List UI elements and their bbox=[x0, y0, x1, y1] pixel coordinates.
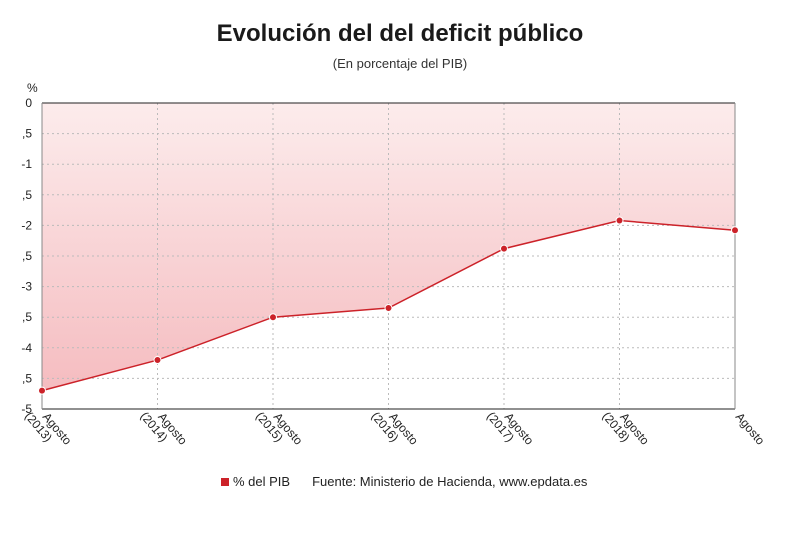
y-tick-label: ,5 bbox=[22, 127, 32, 141]
x-tick-label: Agosto bbox=[733, 410, 768, 448]
y-tick-label: ,5 bbox=[22, 249, 32, 263]
data-point bbox=[384, 304, 393, 313]
area-fill bbox=[42, 103, 735, 391]
y-tick-label: ,5 bbox=[22, 188, 32, 202]
data-point bbox=[731, 226, 739, 235]
data-point bbox=[500, 244, 508, 253]
y-tick-label: ,5 bbox=[22, 371, 32, 385]
data-point bbox=[38, 386, 46, 395]
y-tick-label: ,5 bbox=[22, 310, 32, 324]
chart-subtitle: (En porcentaje del PIB) bbox=[332, 56, 468, 71]
legend: % del PIB Fuente: Ministerio de Hacienda… bbox=[221, 474, 587, 489]
data-point bbox=[153, 356, 162, 365]
source-note: Fuente: Ministerio de Hacienda, www.epda… bbox=[312, 474, 588, 489]
legend-label: % del PIB bbox=[233, 474, 291, 489]
y-tick-label: -1 bbox=[21, 157, 32, 171]
data-point bbox=[269, 313, 277, 322]
chart-title: Evolución del del deficit público bbox=[216, 20, 584, 47]
y-tick-label: -2 bbox=[21, 218, 32, 232]
y-axis-unit: % bbox=[27, 81, 38, 95]
y-tick-label: -3 bbox=[21, 280, 32, 294]
data-point bbox=[615, 216, 624, 225]
y-tick-label: -5 bbox=[21, 402, 32, 416]
y-tick-label: 0 bbox=[25, 96, 32, 110]
legend-swatch bbox=[221, 477, 229, 486]
y-tick-label: -4 bbox=[21, 341, 32, 355]
